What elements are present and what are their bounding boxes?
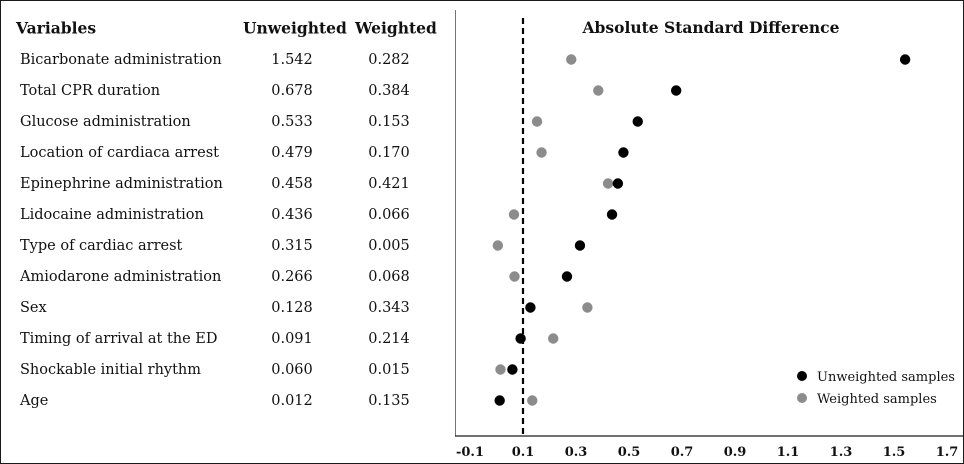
unweighted-point: [561, 271, 573, 282]
x-tick-label: 0.5: [618, 445, 641, 460]
unweighted-point: [632, 116, 643, 127]
table-row: Total CPR duration 0.678 0.384: [0, 75, 455, 106]
weighted-value: 0.282: [368, 51, 410, 68]
variable-label: Bicarbonate administration: [20, 51, 222, 68]
legend-marker-unweighted: [797, 371, 807, 381]
header-unweighted: Unweighted: [243, 18, 347, 38]
weighted-point: [566, 54, 577, 65]
table-row: Age 0.012 0.135: [0, 385, 455, 416]
data-points: [492, 54, 911, 406]
variable-label: Timing of arrival at the ED: [20, 330, 218, 347]
variable-label: Amiodarone administration: [20, 268, 222, 285]
table-row: Bicarbonate administration 1.542 0.282: [0, 44, 455, 75]
table-row: Shockable initial rhythm 0.060 0.015: [0, 354, 455, 385]
x-tick-label: 0.9: [724, 445, 747, 460]
unweighted-point: [525, 302, 536, 313]
weighted-point: [536, 147, 547, 158]
unweighted-value: 1.542: [271, 51, 313, 68]
unweighted-value: 0.060: [271, 361, 313, 378]
header-variables: Variables: [16, 18, 97, 38]
unweighted-value: 0.533: [271, 113, 313, 130]
header-weighted: Weighted: [355, 18, 437, 38]
table-row: Epinephrine administration 0.458 0.421: [0, 168, 455, 199]
unweighted-value: 0.458: [271, 175, 313, 192]
unweighted-value: 0.315: [271, 237, 313, 254]
unweighted-point: [612, 178, 624, 189]
weighted-value: 0.005: [368, 237, 410, 254]
table-row: Sex 0.128 0.343: [0, 292, 455, 323]
unweighted-point: [507, 364, 518, 375]
variable-label: Type of cardiac arrest: [20, 237, 183, 254]
x-tick-label: 1.7: [936, 445, 959, 460]
unweighted-value: 0.436: [271, 206, 313, 223]
unweighted-value: 0.479: [271, 144, 313, 161]
table-row: Location of cardiaca arrest 0.479 0.170: [0, 137, 455, 168]
unweighted-point: [618, 147, 629, 158]
table-row: Type of cardiac arrest 0.315 0.005: [0, 230, 455, 261]
table-row: Timing of arrival at the ED 0.091 0.214: [0, 323, 455, 354]
unweighted-value: 0.091: [271, 330, 313, 347]
x-tick-label: 1.1: [777, 445, 800, 460]
weighted-value: 0.384: [368, 82, 410, 99]
variable-label: Lidocaine administration: [20, 206, 204, 223]
weighted-value: 0.066: [368, 206, 410, 223]
weighted-value: 0.153: [368, 113, 410, 130]
weighted-value: 0.214: [368, 330, 410, 347]
legend-label-weighted: Weighted samples: [817, 392, 937, 407]
weighted-point: [509, 271, 520, 282]
unweighted-value: 0.128: [271, 299, 313, 316]
legend-label-unweighted: Unweighted samples: [817, 370, 955, 385]
weighted-point: [527, 395, 538, 406]
x-tick-label: 0.1: [512, 445, 535, 460]
variable-label: Shockable initial rhythm: [20, 361, 202, 378]
variables-table: Variables Unweighted Weighted Bicarbonat…: [0, 0, 455, 464]
x-tick-labels: -0.1 0.1 0.3 0.5 0.7 0.9 1.1 1.3 1.5 1.7: [456, 445, 958, 460]
weighted-value: 0.015: [368, 361, 410, 378]
chart-title: Absolute Standard Difference: [582, 18, 840, 37]
variable-label: Sex: [20, 299, 47, 316]
weighted-point: [593, 85, 604, 96]
variable-label: Age: [20, 392, 49, 409]
legend: Unweighted samples Weighted samples: [797, 370, 955, 407]
weighted-value: 0.343: [368, 299, 410, 316]
variable-label: Epinephrine administration: [20, 175, 223, 192]
unweighted-point: [606, 209, 618, 220]
unweighted-point: [515, 333, 526, 344]
variable-label: Total CPR duration: [20, 82, 161, 99]
weighted-value: 0.135: [368, 392, 410, 409]
unweighted-point: [494, 395, 505, 406]
weighted-point: [495, 364, 506, 375]
legend-marker-weighted: [797, 393, 807, 403]
weighted-value: 0.421: [368, 175, 410, 192]
weighted-point: [548, 333, 559, 344]
weighted-point: [602, 178, 614, 189]
x-tick-label: 0.7: [671, 445, 694, 460]
table-row: Lidocaine administration 0.436 0.066: [0, 199, 455, 230]
unweighted-value: 0.678: [271, 82, 313, 99]
table-row: Amiodarone administration 0.266 0.068: [0, 261, 455, 292]
x-tick-label: 1.3: [830, 445, 853, 460]
unweighted-value: 0.012: [271, 392, 313, 409]
standard-difference-chart: Absolute Standard Difference -0.1 0.1 0.3 0…: [455, 10, 964, 460]
weighted-point: [492, 240, 504, 251]
x-tick-label: 0.3: [565, 445, 588, 460]
weighted-value: 0.170: [368, 144, 410, 161]
weighted-point: [582, 302, 593, 313]
table-row: Glucose administration 0.533 0.153: [0, 106, 455, 137]
weighted-value: 0.068: [368, 268, 410, 285]
variable-label: Location of cardiaca arrest: [20, 144, 219, 161]
unweighted-point: [670, 85, 682, 96]
variable-label: Glucose administration: [20, 113, 191, 130]
x-tick-label: -0.1: [456, 445, 484, 460]
unweighted-point: [574, 240, 586, 251]
unweighted-point: [899, 54, 911, 65]
x-tick-label: 1.5: [883, 445, 906, 460]
weighted-point: [508, 209, 520, 220]
weighted-point: [531, 116, 543, 127]
unweighted-value: 0.266: [271, 268, 313, 285]
